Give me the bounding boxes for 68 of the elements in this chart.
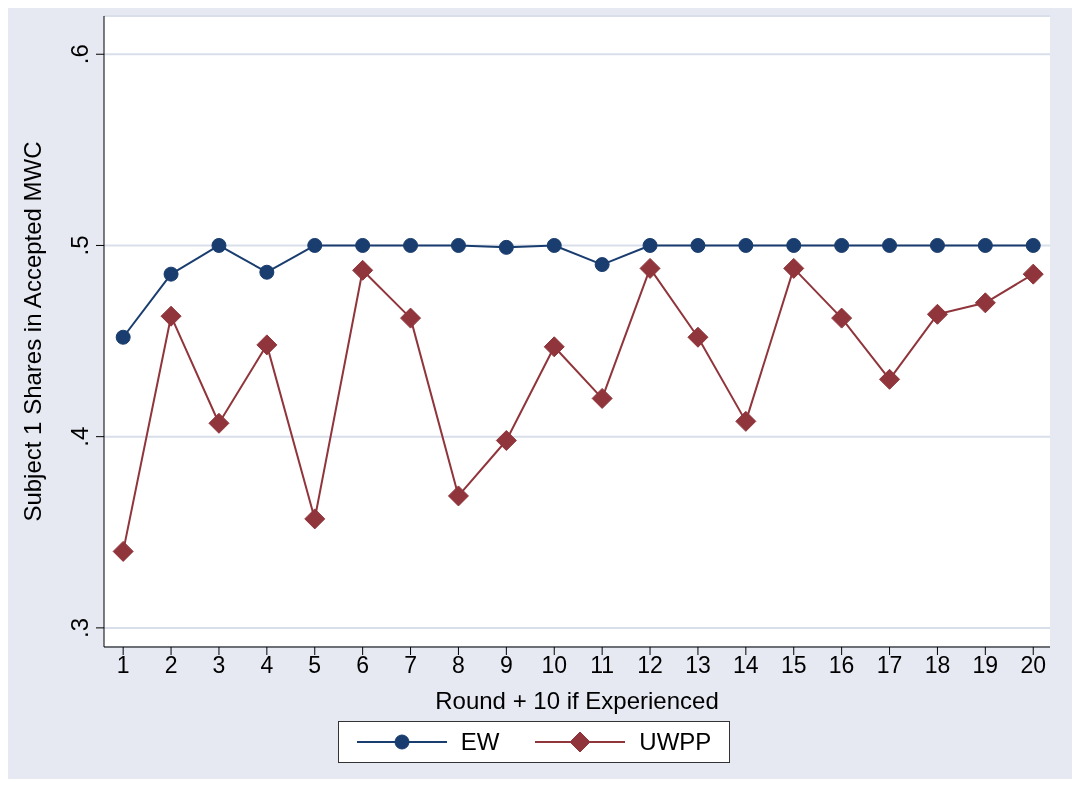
point xyxy=(498,239,514,255)
point xyxy=(929,237,945,253)
point xyxy=(926,303,948,325)
point xyxy=(163,266,179,282)
point xyxy=(735,410,757,432)
point xyxy=(352,259,374,281)
point xyxy=(882,237,898,253)
point xyxy=(447,485,469,507)
point xyxy=(974,292,996,314)
x-tick-label: 17 xyxy=(876,652,903,679)
point xyxy=(642,237,658,253)
x-tick-label: 10 xyxy=(541,652,568,679)
x-axis-title: Round + 10 if Experienced xyxy=(435,687,719,714)
point xyxy=(687,326,709,348)
x-tick-label: 1 xyxy=(116,652,130,679)
point xyxy=(160,305,182,327)
point xyxy=(879,368,901,390)
point xyxy=(355,237,371,253)
y-tick-label: .6 xyxy=(66,44,93,65)
x-tick-label: 19 xyxy=(972,652,999,679)
point xyxy=(738,237,754,253)
x-tick-label: 12 xyxy=(637,652,663,679)
point xyxy=(831,307,853,329)
point xyxy=(1025,237,1041,253)
legend-label: EW xyxy=(460,728,500,756)
point xyxy=(786,237,802,253)
point xyxy=(256,334,278,356)
point xyxy=(211,237,227,253)
point xyxy=(400,307,422,329)
point xyxy=(977,237,993,253)
point xyxy=(594,257,610,273)
x-tick-label: 2 xyxy=(164,652,178,679)
legend-label: UWPP xyxy=(639,728,712,756)
point xyxy=(495,429,517,451)
y-axis-title: Subject 1 Shares in Accepted MWC xyxy=(18,141,46,522)
point xyxy=(1022,263,1044,285)
x-tick-label: 7 xyxy=(404,652,417,679)
y-tick-label: .3 xyxy=(66,617,93,638)
point xyxy=(546,237,562,253)
x-tick-label: 8 xyxy=(452,652,465,679)
point xyxy=(403,237,419,253)
x-tick-label: 13 xyxy=(685,652,711,679)
point xyxy=(208,412,230,434)
y-tick-label: .4 xyxy=(66,426,93,447)
point xyxy=(690,237,706,253)
point xyxy=(115,329,131,345)
x-tick-label: 4 xyxy=(260,652,274,679)
x-tick-label: 3 xyxy=(212,652,226,679)
x-tick-label: 11 xyxy=(590,652,615,679)
point xyxy=(639,257,661,279)
y-tick-label: .5 xyxy=(66,235,93,256)
point xyxy=(304,508,326,530)
point xyxy=(834,237,850,253)
point xyxy=(259,264,275,280)
x-tick-label: 6 xyxy=(356,652,370,679)
x-tick-label: 9 xyxy=(499,652,513,679)
x-tick-label: 15 xyxy=(780,652,807,679)
point xyxy=(112,540,134,562)
point xyxy=(543,336,565,358)
point xyxy=(307,237,323,253)
point xyxy=(450,237,466,253)
point xyxy=(783,257,805,279)
x-tick-label: 5 xyxy=(308,652,322,679)
x-tick-label: 18 xyxy=(924,652,951,679)
x-tick-label: 16 xyxy=(828,652,855,679)
point xyxy=(591,387,613,409)
x-tick-label: 14 xyxy=(733,652,759,679)
x-tick-label: 20 xyxy=(1020,652,1047,679)
